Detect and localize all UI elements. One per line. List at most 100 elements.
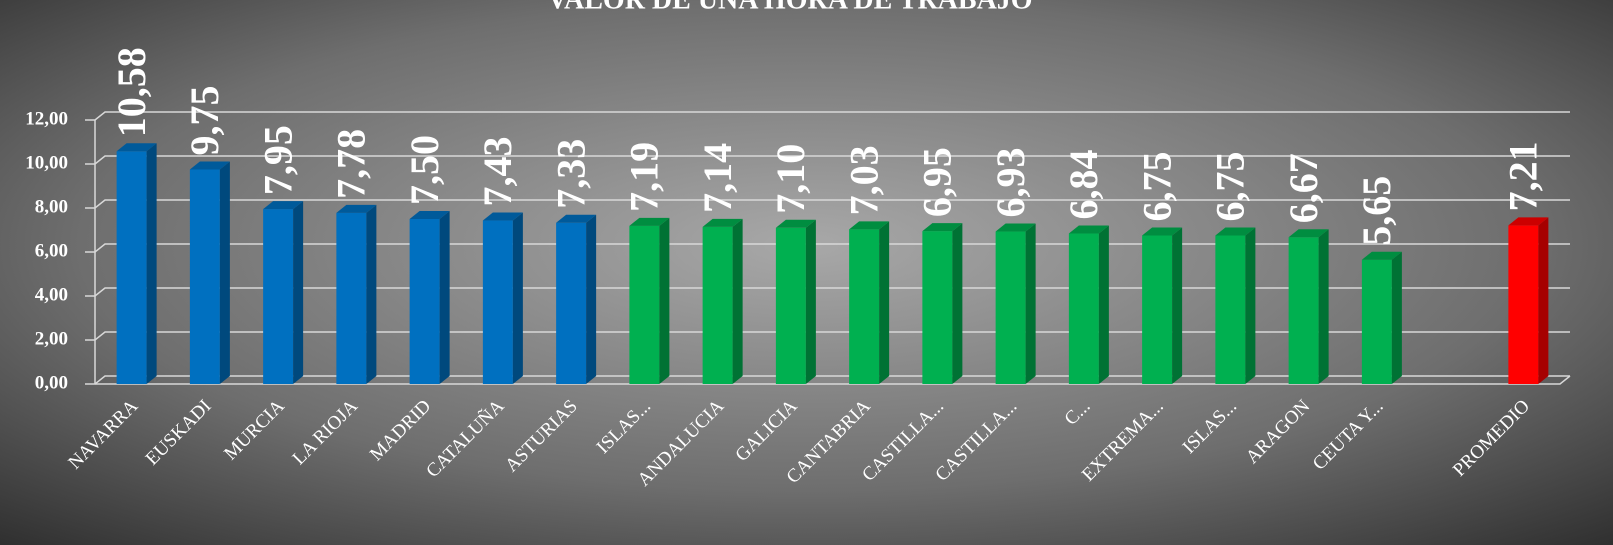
bar-front <box>1142 235 1173 384</box>
bar-front <box>922 231 953 384</box>
bar-top <box>189 161 230 170</box>
value-label: 6,84 <box>1061 150 1106 220</box>
bar-front <box>556 222 587 384</box>
bar <box>1508 217 1549 384</box>
bar <box>482 212 523 384</box>
bar-top <box>922 223 963 232</box>
bar <box>629 217 670 384</box>
value-label: 7,14 <box>695 143 740 213</box>
value-label: 6,75 <box>1134 152 1179 222</box>
bar-top <box>849 221 890 230</box>
grid-line <box>85 331 1570 341</box>
bar <box>263 201 304 384</box>
bar-side <box>586 214 597 384</box>
bar-side <box>1172 227 1183 384</box>
bar-top <box>1361 251 1402 260</box>
bar-top <box>482 212 523 221</box>
bar <box>409 211 450 384</box>
value-label: 9,75 <box>182 86 227 156</box>
bar <box>1142 227 1183 384</box>
bar-top <box>775 219 816 228</box>
bar-front <box>116 151 147 384</box>
bar-top <box>702 218 743 227</box>
bar <box>995 223 1036 384</box>
bar-front <box>629 225 660 384</box>
y-tick-label: 10,00 <box>25 152 68 173</box>
bar-front <box>189 169 220 384</box>
bar-side <box>439 211 450 384</box>
bar-front <box>702 226 733 384</box>
bar <box>849 221 890 384</box>
y-tick-label: 8,00 <box>35 196 68 217</box>
bar-side <box>659 217 670 384</box>
bar-side <box>146 143 157 384</box>
bar-front <box>409 219 440 384</box>
grid-line <box>85 111 1570 121</box>
bar <box>116 143 157 384</box>
value-label: 7,03 <box>841 145 886 215</box>
bar-front <box>482 220 513 384</box>
value-label: 6,95 <box>915 147 960 217</box>
bar-top <box>1068 225 1109 234</box>
value-label: 10,58 <box>109 47 154 137</box>
y-tick-label: 4,00 <box>35 284 68 305</box>
bar-top <box>336 204 377 213</box>
bar-side <box>952 223 963 384</box>
bar-side <box>1318 229 1329 384</box>
y-tick-label: 0,00 <box>35 372 68 393</box>
bar <box>1361 251 1402 384</box>
bar-top <box>1508 217 1549 226</box>
bar-top <box>556 214 597 223</box>
y-tick-label: 6,00 <box>35 240 68 261</box>
bar-side <box>732 218 743 384</box>
bar-top <box>1288 229 1329 238</box>
y-tick-label: 12,00 <box>25 108 68 129</box>
bar-top <box>263 201 304 210</box>
bar-front <box>263 209 294 384</box>
value-label: 7,78 <box>329 129 374 199</box>
bar-front <box>336 212 367 384</box>
bar-side <box>293 201 304 384</box>
bar-side <box>1538 217 1549 384</box>
bar <box>702 218 743 384</box>
bar-top <box>1215 227 1256 236</box>
bar-top <box>116 143 157 152</box>
value-label: 7,21 <box>1501 141 1546 211</box>
bar-front <box>849 229 880 384</box>
value-label: 6,75 <box>1208 152 1253 222</box>
y-tick-label: 2,00 <box>35 328 68 349</box>
value-label: 7,19 <box>622 142 667 212</box>
bar <box>922 223 963 384</box>
bar-front <box>995 231 1026 384</box>
value-label: 7,33 <box>548 139 593 209</box>
bar-side <box>1245 227 1256 384</box>
bar <box>1215 227 1256 384</box>
bar-side <box>366 204 377 384</box>
value-label: 5,65 <box>1354 176 1399 246</box>
bar-front <box>1288 237 1319 384</box>
value-label: 7,10 <box>768 144 813 214</box>
bar-front <box>1215 235 1246 384</box>
grid-line <box>85 243 1570 253</box>
bar-side <box>219 161 230 384</box>
bar-top <box>629 217 670 226</box>
value-label: 7,95 <box>255 125 300 195</box>
value-label: 7,50 <box>402 135 447 205</box>
bar <box>1288 229 1329 384</box>
bar-top <box>409 211 450 219</box>
bar-front <box>775 227 806 384</box>
grid-line <box>85 155 1570 165</box>
value-label: 6,93 <box>988 148 1033 218</box>
bar-side <box>805 219 816 384</box>
bar <box>556 214 597 384</box>
chart-title: VALOR DE UNA HORA DE TRABAJO <box>547 0 1032 15</box>
bar-side <box>512 212 523 384</box>
bar-side <box>879 221 890 384</box>
bar-side <box>1025 223 1036 384</box>
bar-side <box>1098 225 1109 384</box>
bar <box>189 161 230 384</box>
bar-side <box>1391 251 1402 384</box>
bar-top <box>1142 227 1183 236</box>
bar <box>336 204 377 384</box>
